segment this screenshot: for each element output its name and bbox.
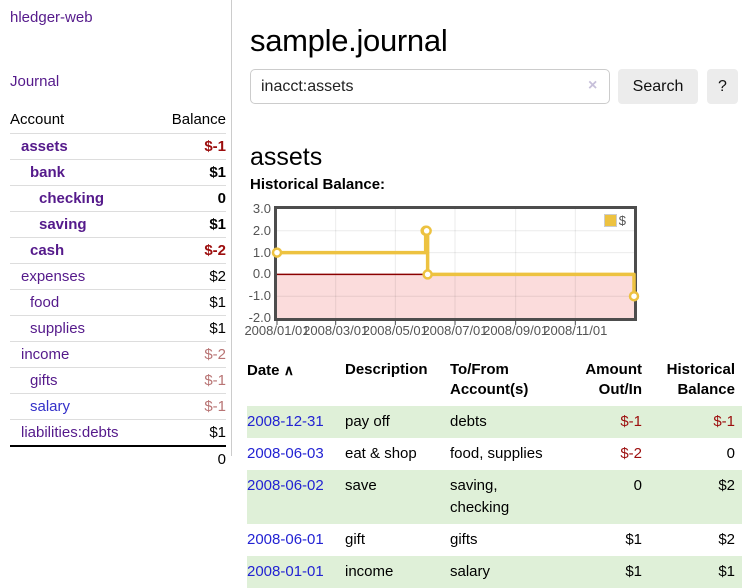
account-balance: $1: [118, 211, 226, 238]
account-balance: $-1: [118, 393, 226, 420]
tx-description: income: [345, 556, 450, 588]
account-balance: $-2: [118, 237, 226, 264]
account-balance: $-1: [118, 367, 226, 394]
tx-accounts: saving, checking: [450, 470, 580, 524]
tx-amount: 0: [580, 470, 642, 524]
table-row: 2008-06-02 save saving, checking 0 $2: [247, 470, 742, 524]
search-button[interactable]: Search: [618, 69, 698, 104]
clear-search-icon[interactable]: ×: [588, 77, 598, 94]
account-balance: $2: [118, 263, 226, 290]
table-row: 2008-12-31 pay off debts $-1 $-1: [247, 406, 742, 438]
tx-date-link[interactable]: 2008-01-01: [247, 563, 324, 580]
search-input[interactable]: [250, 69, 610, 104]
page-title: sample.journal: [250, 22, 448, 58]
x-axis-tick-label: 2008/03/01: [303, 323, 369, 338]
app-title-link[interactable]: hledger-web: [10, 9, 93, 26]
x-axis-tick-label: 2008/11/01: [543, 323, 608, 338]
tx-col-amount: Amount Out/In: [585, 361, 642, 398]
tx-date-link[interactable]: 2008-12-31: [247, 413, 324, 430]
sidebar-account-salary[interactable]: salary: [30, 398, 71, 415]
table-row: 2008-06-03 eat & shop food, supplies $-2…: [247, 438, 742, 470]
sidebar-account-liabilities-debts[interactable]: liabilities:debts: [21, 424, 119, 441]
historical-balance-label: Historical Balance:: [250, 176, 386, 193]
accounts-table: Account Balance assets $-1 bank $1 checkin…: [10, 107, 226, 472]
x-axis-tick-label: 2008/05/01: [362, 323, 428, 338]
accounts-col-balance: Balance: [171, 111, 226, 128]
tx-amount: $-1: [580, 406, 642, 438]
x-axis-tick-label: 2008/09/01: [483, 323, 549, 338]
table-row: 2008-06-01 gift gifts $1 $2: [247, 524, 742, 556]
help-button[interactable]: ?: [707, 69, 738, 104]
tx-balance: $2: [718, 531, 735, 548]
tx-col-date: Date ∧: [247, 362, 294, 379]
account-balance: $1: [118, 419, 226, 446]
balance-chart: $ 3.0 2.0 1.0 0.0 -1.0 -2.0 2008/01/01 2008/03/…: [244, 201, 727, 343]
tx-date-link[interactable]: 2008-06-03: [247, 445, 324, 462]
sidebar-account-expenses[interactable]: expenses: [21, 268, 86, 285]
tx-accounts: gifts: [450, 531, 478, 548]
main-content: sample.journal × Search ? assets Histori…: [233, 0, 742, 588]
accounts-col-account: Account: [10, 111, 65, 128]
tx-accounts: food, supplies: [450, 445, 543, 462]
tx-balance: 0: [726, 445, 735, 462]
tx-col-accounts: To/From Account(s): [450, 361, 529, 398]
tx-balance: $2: [642, 470, 742, 524]
x-axis-tick-label: 2008/07/01: [422, 323, 488, 338]
legend-swatch-icon: [603, 214, 617, 227]
sidebar-account-assets[interactable]: assets: [21, 138, 68, 155]
x-axis-tick-label: 2008/01/01: [244, 323, 310, 338]
sidebar: hledger-web Journal Account Balance asse…: [0, 0, 232, 472]
accounts-total: 0: [118, 445, 226, 472]
tx-balance: $-1: [642, 406, 742, 438]
table-row: 2008-01-01 income salary $1 $1: [247, 556, 742, 588]
tx-date-link[interactable]: 2008-06-01: [247, 531, 324, 548]
tx-balance: $1: [642, 556, 742, 588]
tx-description: save: [345, 470, 450, 524]
account-balance: $-1: [118, 133, 226, 160]
account-balance: $1: [118, 315, 226, 342]
tx-amount: $1: [625, 531, 642, 548]
sidebar-account-income[interactable]: income: [21, 346, 70, 363]
y-axis-tick-label: -2.0: [248, 310, 271, 325]
y-axis-tick-label: -1.0: [248, 288, 271, 304]
tx-description: eat & shop: [345, 445, 417, 462]
tx-description: pay off: [345, 406, 450, 438]
account-balance: $1: [118, 159, 226, 186]
tx-amount: $-2: [620, 445, 642, 462]
tx-amount: $1: [580, 556, 642, 588]
tx-date-link[interactable]: 2008-06-02: [247, 477, 324, 494]
y-axis-tick-label: 1.0: [252, 244, 271, 260]
sidebar-account-checking[interactable]: checking: [39, 190, 105, 207]
legend-label: $: [618, 213, 626, 228]
account-heading: assets: [250, 142, 323, 171]
chart-plot-area: $: [271, 206, 640, 325]
sidebar-account-saving[interactable]: saving: [39, 216, 87, 233]
account-balance: 0: [118, 185, 226, 212]
y-axis-tick-label: 3.0: [252, 201, 271, 216]
tx-col-balance: Historical Balance: [666, 361, 735, 398]
chart-legend: $: [602, 212, 627, 229]
sidebar-account-cash[interactable]: cash: [30, 242, 65, 259]
account-balance: $-2: [118, 341, 226, 368]
sidebar-account-supplies[interactable]: supplies: [30, 320, 86, 337]
tx-accounts: debts: [450, 406, 580, 438]
transactions-table: Date ∧ Description To/From Account(s) Am…: [247, 356, 742, 588]
sidebar-account-gifts[interactable]: gifts: [30, 372, 58, 389]
sidebar-account-food[interactable]: food: [30, 294, 60, 311]
sidebar-item-journal[interactable]: Journal: [10, 73, 60, 90]
tx-description: gift: [345, 531, 366, 548]
y-axis-tick-label: 0.0: [252, 266, 271, 282]
sidebar-account-bank[interactable]: bank: [30, 164, 66, 181]
tx-accounts: salary: [450, 556, 580, 588]
account-balance: $1: [118, 289, 226, 316]
y-axis-tick-label: 2.0: [252, 222, 271, 238]
sort-asc-icon: ∧: [283, 362, 294, 378]
tx-col-description: Description: [345, 361, 428, 378]
